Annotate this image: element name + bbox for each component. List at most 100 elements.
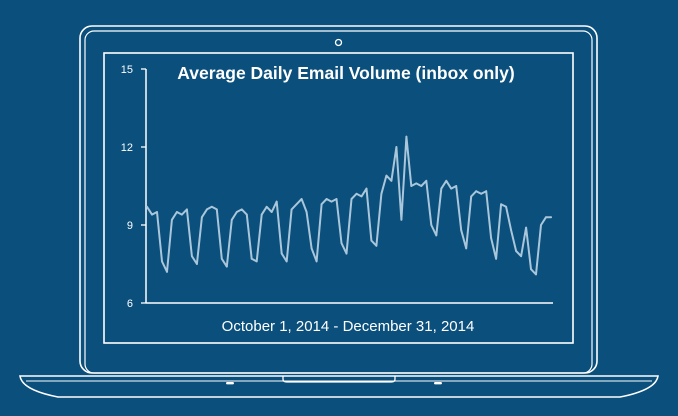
data-point [390, 179, 393, 182]
data-point [181, 213, 183, 216]
data-point [465, 247, 468, 250]
data-point [300, 198, 303, 200]
data-point [370, 239, 373, 242]
data-point [345, 252, 348, 255]
data-point [156, 211, 158, 213]
data-point [325, 198, 328, 200]
data-point [405, 135, 408, 138]
data-point [285, 260, 288, 263]
data-point [430, 224, 433, 226]
data-point [490, 237, 492, 239]
data-point [510, 229, 512, 232]
data-point [360, 195, 363, 198]
data-point [535, 273, 537, 276]
data-point [485, 190, 488, 193]
data-point [410, 185, 413, 187]
data-point [365, 187, 368, 190]
data-point [240, 208, 243, 211]
data-point [225, 265, 228, 268]
data-point [265, 205, 268, 208]
chart-title: Average Daily Email Volume (inbox only) [177, 63, 514, 83]
series-line [146, 135, 552, 276]
data-point [355, 192, 358, 195]
data-point [191, 255, 193, 258]
line-chart: 6 9 12 15 Average Daily Email Volume (inbox… [121, 63, 553, 335]
data-point [275, 200, 278, 203]
series-points [146, 135, 552, 276]
laptop-trackpad-notch [282, 376, 396, 383]
data-point [515, 250, 517, 252]
data-point [310, 247, 313, 250]
data-point [220, 257, 223, 260]
data-point [425, 179, 428, 182]
data-point [540, 224, 542, 226]
data-point [230, 218, 233, 221]
data-point [470, 195, 473, 198]
data-point [146, 205, 148, 208]
data-point [450, 187, 453, 190]
data-point [315, 260, 318, 263]
data-point [215, 208, 218, 211]
data-point [340, 242, 343, 245]
data-point [440, 187, 443, 190]
data-point [445, 179, 448, 182]
y-tick-label: 15 [121, 64, 133, 76]
data-point [260, 213, 263, 216]
data-point [335, 198, 338, 200]
data-point [201, 216, 203, 219]
data-point [206, 208, 208, 211]
data-point [395, 146, 398, 148]
laptop-lid-inner [84, 30, 593, 374]
data-point [495, 257, 497, 260]
laptop-screen [103, 52, 574, 344]
data-point [270, 211, 273, 213]
data-point [480, 192, 483, 195]
data-point [525, 226, 527, 229]
data-point [375, 244, 378, 247]
data-point [530, 268, 532, 271]
y-ticks: 6 9 12 15 [121, 64, 146, 310]
data-point [161, 260, 163, 263]
data-point [305, 211, 308, 213]
data-point [166, 270, 168, 273]
data-point [255, 260, 258, 263]
x-axis-label: October 1, 2014 - December 31, 2014 [222, 318, 475, 335]
data-point [280, 252, 283, 255]
data-point [151, 213, 153, 216]
data-point [250, 257, 253, 260]
data-point [415, 182, 418, 185]
data-point [420, 185, 423, 187]
data-point [295, 203, 298, 206]
data-point [500, 203, 502, 206]
data-point [330, 200, 333, 203]
data-point [400, 218, 403, 221]
data-point [380, 192, 383, 195]
data-point [235, 211, 238, 213]
data-point [196, 263, 198, 265]
data-point [176, 211, 178, 213]
data-point [290, 208, 293, 211]
data-point [385, 174, 388, 177]
data-point [245, 213, 248, 216]
data-point [475, 190, 478, 193]
data-point [545, 216, 547, 219]
data-point [455, 185, 458, 187]
data-point [186, 208, 188, 211]
data-point [520, 255, 522, 258]
data-point [320, 203, 323, 206]
laptop-foot-right [434, 382, 442, 385]
data-point [171, 218, 173, 221]
y-tick-label: 12 [121, 142, 133, 154]
data-point [350, 198, 353, 200]
y-tick-label: 6 [127, 298, 133, 310]
data-point [435, 234, 438, 237]
data-point [550, 216, 552, 219]
laptop-foot-left [226, 382, 234, 385]
camera-dot-icon [334, 38, 343, 47]
data-point [460, 229, 463, 232]
y-tick-label: 9 [127, 220, 133, 232]
data-point [505, 205, 507, 208]
data-point [210, 205, 213, 208]
laptop-base [19, 375, 659, 398]
